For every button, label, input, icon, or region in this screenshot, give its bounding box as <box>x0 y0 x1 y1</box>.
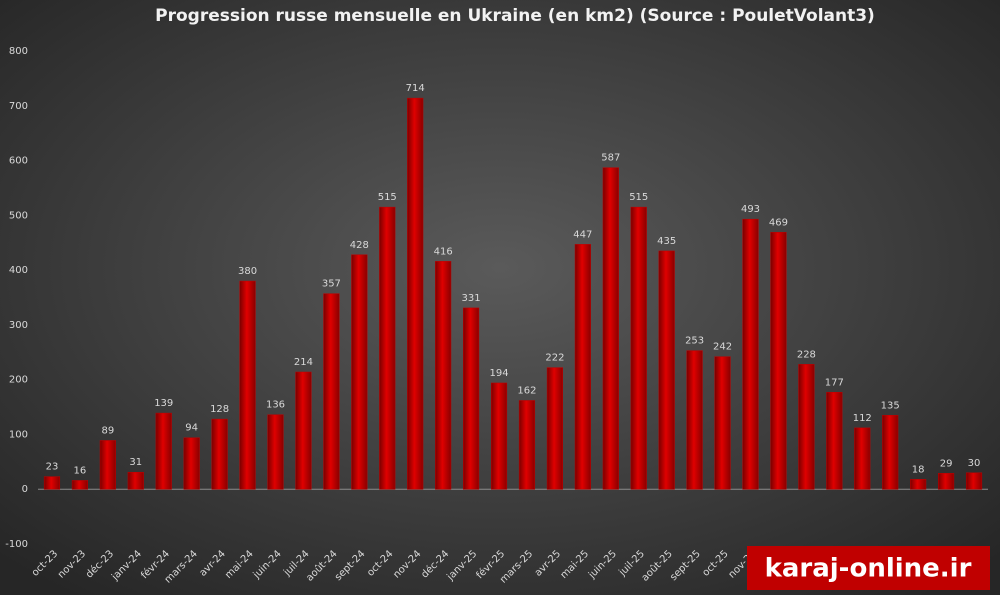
data-label: 714 <box>406 83 425 94</box>
bar <box>407 97 424 490</box>
y-tick-label: 300 <box>9 320 28 331</box>
bar <box>127 471 144 490</box>
data-label: 447 <box>573 229 592 240</box>
bar <box>854 427 871 490</box>
data-label: 214 <box>294 357 313 368</box>
bar <box>965 472 983 490</box>
bar <box>155 412 172 490</box>
watermark-box <box>747 546 990 590</box>
data-label: 469 <box>769 217 788 228</box>
data-label: 31 <box>129 457 142 468</box>
bar <box>574 244 591 490</box>
y-tick-label: 400 <box>9 265 28 276</box>
bar <box>463 307 480 490</box>
y-tick-label: 800 <box>9 46 28 57</box>
y-tick-label: 100 <box>9 429 28 440</box>
data-label: 30 <box>968 458 981 469</box>
bar <box>99 440 116 490</box>
data-label: 242 <box>713 342 732 353</box>
y-tick-label: 700 <box>9 101 28 112</box>
data-label: 435 <box>657 236 676 247</box>
bar <box>714 356 731 490</box>
y-tick-label: 600 <box>9 156 28 167</box>
bar <box>546 367 563 490</box>
bar <box>882 415 899 490</box>
bar <box>770 232 787 490</box>
data-label: 194 <box>489 368 508 379</box>
bar <box>211 418 228 490</box>
bar <box>43 476 61 490</box>
bar <box>435 261 452 490</box>
data-label: 416 <box>434 246 453 257</box>
data-label: 29 <box>940 458 953 469</box>
bar <box>658 250 675 490</box>
data-label: 177 <box>825 377 844 388</box>
chart-title: Progression russe mensuelle en Ukraine (… <box>155 6 875 26</box>
data-label: 94 <box>185 423 198 434</box>
data-label: 515 <box>629 192 648 203</box>
data-label: 135 <box>881 400 900 411</box>
bar <box>798 364 815 490</box>
data-label: 128 <box>210 404 229 415</box>
data-label: 136 <box>266 400 285 411</box>
bar <box>351 254 368 490</box>
bar <box>910 479 927 490</box>
bar <box>602 167 619 490</box>
watermark: karaj-online.ir <box>765 554 972 584</box>
data-label: 16 <box>74 465 87 476</box>
data-label: 493 <box>741 204 760 215</box>
bar <box>239 280 256 490</box>
data-label: 139 <box>154 398 173 409</box>
data-label: 89 <box>101 425 114 436</box>
bar <box>686 350 703 490</box>
y-tick-label: -100 <box>5 539 28 550</box>
data-label: 18 <box>912 464 925 475</box>
data-label: 222 <box>545 353 564 364</box>
bar <box>183 437 200 490</box>
bar <box>267 414 284 490</box>
data-label: 112 <box>853 413 872 424</box>
data-label: 23 <box>46 462 59 473</box>
data-label: 357 <box>322 279 341 290</box>
data-label: 428 <box>350 240 369 251</box>
bar <box>742 218 759 490</box>
bar <box>323 293 340 490</box>
data-label: 380 <box>238 266 257 277</box>
bar <box>295 371 312 490</box>
data-label: 587 <box>601 153 620 164</box>
data-label: 253 <box>685 336 704 347</box>
y-tick-label: 200 <box>9 375 28 386</box>
data-label: 162 <box>517 385 536 396</box>
bar <box>518 400 536 490</box>
bar <box>379 206 396 490</box>
data-label: 331 <box>462 293 481 304</box>
bar <box>71 480 88 490</box>
data-label: 515 <box>378 192 397 203</box>
bar <box>490 382 508 490</box>
data-label: 228 <box>797 349 816 360</box>
bar <box>826 392 843 490</box>
y-tick-label: 0 <box>22 484 28 495</box>
bar <box>938 473 955 490</box>
y-tick-label: 500 <box>9 210 28 221</box>
bar <box>630 206 647 490</box>
